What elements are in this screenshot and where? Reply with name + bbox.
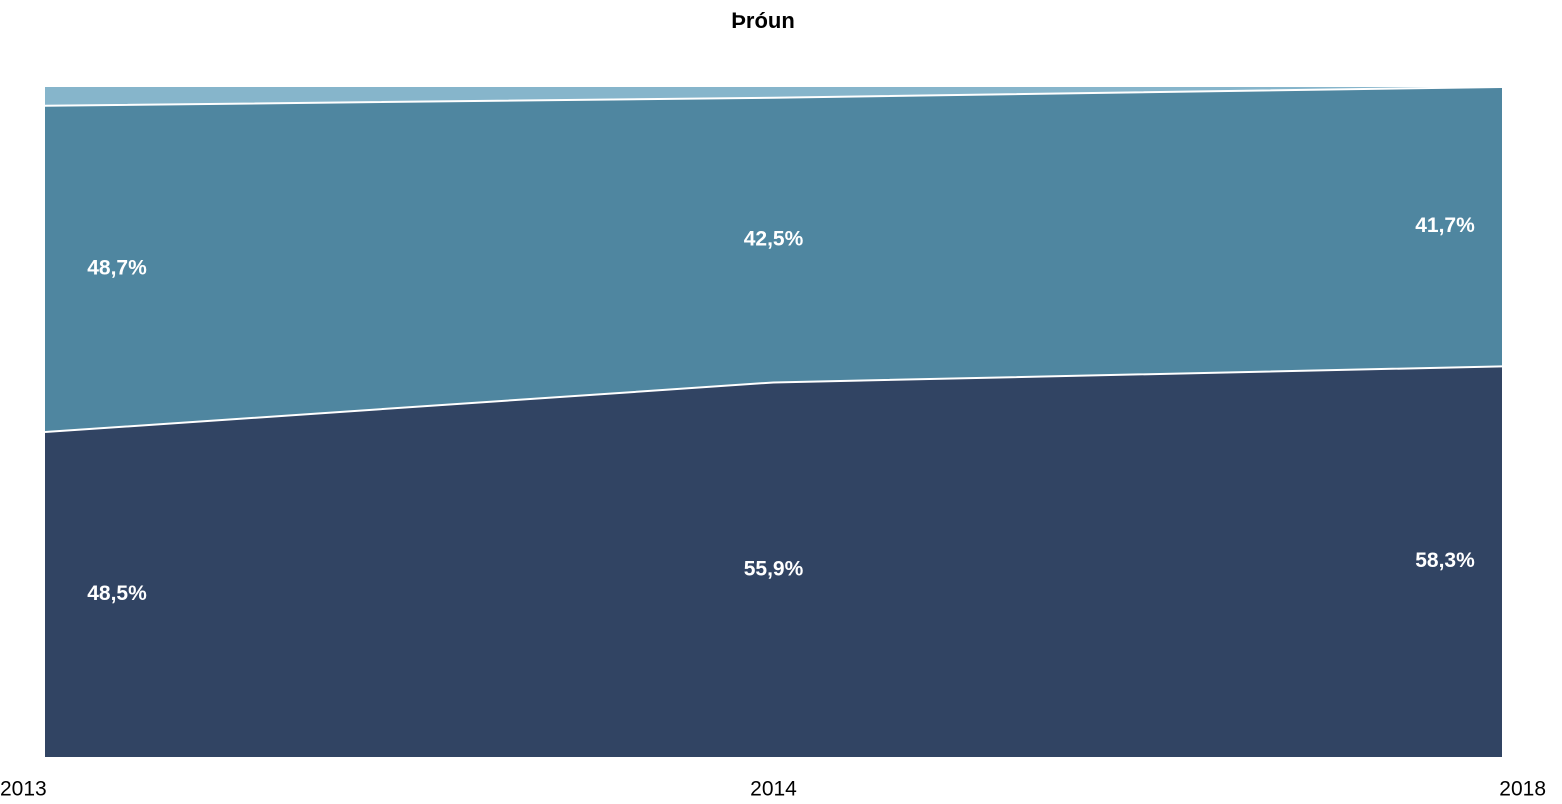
value-label: 55,9%: [744, 557, 804, 580]
value-label: 58,3%: [1415, 549, 1475, 572]
x-tick-label: 2014: [750, 778, 797, 801]
chart-title: Þróun: [731, 8, 795, 33]
value-label: 48,7%: [87, 256, 147, 279]
value-label: 48,5%: [87, 582, 147, 605]
area: [45, 87, 1502, 433]
value-label: 42,5%: [744, 228, 804, 251]
separator: [44, 365, 1503, 434]
x-tick-label: 2013: [0, 778, 47, 801]
separator: [44, 86, 1503, 107]
area: [45, 366, 1502, 757]
value-label: 41,7%: [1415, 214, 1475, 237]
x-tick-label: 2018: [1499, 778, 1546, 801]
